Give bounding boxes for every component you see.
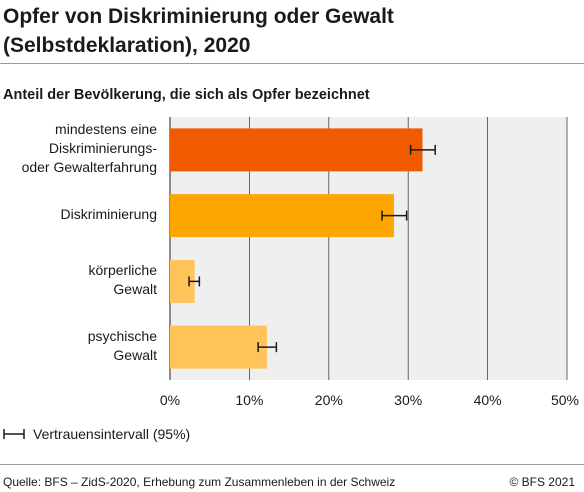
x-tick-label: 0%	[159, 392, 181, 408]
chart-title-line-2: (Selbstdeklaration), 2020	[3, 34, 251, 57]
category-label: psychische Gewalt	[87, 328, 157, 364]
legend-label: Vertrauensintervall (95%)	[33, 426, 191, 442]
x-tick-label: 20%	[314, 392, 343, 408]
category-label: mindestens eine Diskriminierungs-oder Gew…	[21, 121, 157, 176]
bar	[170, 325, 267, 369]
footer-divider	[0, 464, 584, 465]
x-tick-label: 10%	[235, 392, 264, 408]
chart-subtitle: Anteil der Bevölkerung, die sich als Opf…	[3, 87, 370, 103]
confidence-interval-icon	[3, 429, 25, 439]
source-note: Quelle: BFS – ZidS-2020, Erhebung zum Zu…	[3, 475, 396, 489]
x-tick-label: 30%	[394, 392, 423, 408]
category-label: körperliche Gewalt	[88, 262, 157, 298]
legend: Vertrauensintervall (95%)	[3, 426, 190, 442]
chart-title-line-1: Opfer von Diskriminierung oder Gewalt	[3, 5, 394, 28]
bar	[170, 128, 423, 172]
x-tick-label: 50%	[550, 392, 580, 408]
title-divider	[0, 63, 584, 64]
copyright: © BFS 2021	[509, 475, 575, 489]
category-label: Diskriminierung	[60, 206, 157, 223]
bar	[170, 194, 394, 238]
chart-title: Opfer von Diskriminierung oder Gewalt (S…	[3, 2, 578, 60]
x-tick-label: 40%	[473, 392, 502, 408]
